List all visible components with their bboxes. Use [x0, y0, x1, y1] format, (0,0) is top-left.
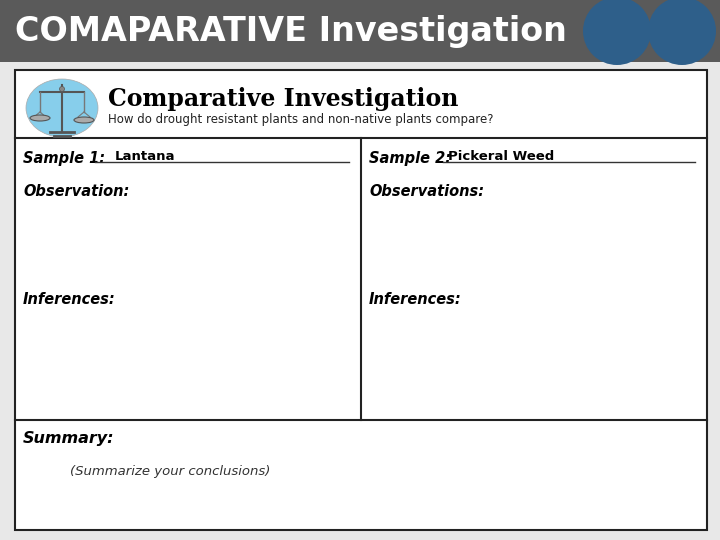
Text: Lantana: Lantana [114, 150, 175, 163]
Text: Observation:: Observation: [23, 185, 130, 199]
Text: Sample 2:: Sample 2: [369, 151, 451, 165]
Text: Sample 1:: Sample 1: [23, 151, 105, 165]
Text: How do drought resistant plants and non-native plants compare?: How do drought resistant plants and non-… [108, 112, 493, 125]
Text: Inferences:: Inferences: [369, 293, 462, 307]
Text: Inferences:: Inferences: [23, 293, 116, 307]
Ellipse shape [74, 117, 94, 123]
Text: Observations:: Observations: [369, 185, 484, 199]
Text: Comparative Investigation: Comparative Investigation [108, 87, 459, 111]
Ellipse shape [648, 0, 716, 65]
Bar [0, 0, 720, 62]
Bar [15, 70, 707, 530]
Ellipse shape [583, 0, 651, 65]
Text: Summary:: Summary: [23, 430, 114, 445]
Text: Pickeral Weed: Pickeral Weed [448, 150, 554, 163]
Ellipse shape [26, 79, 98, 137]
Ellipse shape [60, 86, 65, 91]
Text: COMAPARATIVE Investigation: COMAPARATIVE Investigation [15, 15, 567, 48]
Text: (Summarize your conclusions): (Summarize your conclusions) [70, 465, 271, 478]
Ellipse shape [30, 115, 50, 121]
